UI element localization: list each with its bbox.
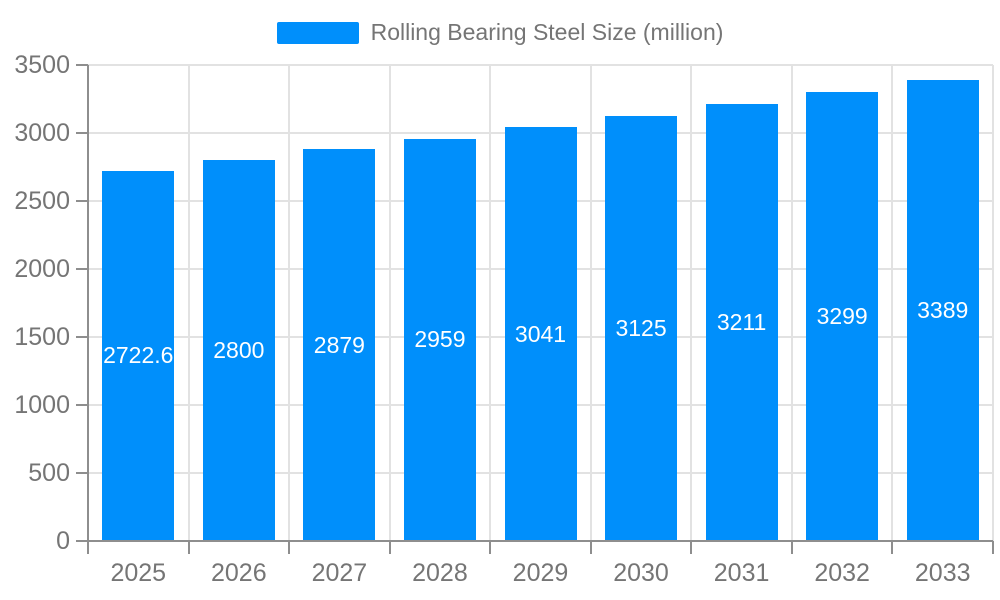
y-axis-tick — [76, 336, 88, 338]
y-axis-tick-label: 1500 — [14, 323, 70, 351]
v-gridline — [690, 65, 693, 541]
x-axis-tick-label: 2031 — [713, 559, 770, 587]
bar-2025[interactable]: 2722.6 — [102, 170, 175, 541]
y-axis-tick — [76, 200, 88, 202]
legend-swatch-icon — [276, 21, 359, 44]
x-axis-tick-label: 2030 — [613, 559, 669, 587]
v-gridline — [589, 65, 592, 541]
legend-label: Rolling Bearing Steel Size (million) — [370, 19, 724, 45]
v-gridline — [891, 65, 894, 541]
y-axis-tick — [76, 64, 88, 66]
bar-value-label: 2722.6 — [103, 342, 174, 369]
bar-value-label: 3389 — [917, 297, 969, 324]
plot-area: 0 500 1000 1500 2000 2500 3000 3500 2025 2026 2027… — [14, 51, 994, 587]
x-axis-tick — [790, 541, 793, 554]
x-axis-tick-label: 2032 — [814, 559, 870, 587]
x-axis-tick-label: 2026 — [211, 559, 267, 587]
y-axis-line — [87, 65, 89, 541]
bar-2031[interactable]: 3211 — [705, 104, 778, 541]
y-axis-tick — [76, 404, 88, 406]
x-axis-tick — [992, 541, 994, 554]
bar-2026[interactable]: 2800 — [202, 160, 275, 541]
x-axis-tick — [288, 541, 291, 554]
y-axis-tick-label: 0 — [56, 527, 70, 555]
y-axis-tick — [76, 268, 88, 270]
v-gridline — [489, 65, 492, 541]
y-axis-tick-label: 2500 — [14, 187, 70, 215]
y-axis-tick — [76, 132, 88, 134]
bar-value-label: 2959 — [414, 326, 466, 353]
bar-2027[interactable]: 2879 — [303, 149, 376, 541]
bar-value-label: 2879 — [313, 331, 365, 358]
x-axis-line — [85, 540, 993, 542]
bar-value-label: 3299 — [816, 303, 868, 330]
x-axis-tick — [690, 541, 693, 554]
v-gridline — [288, 65, 291, 541]
v-gridline — [187, 65, 190, 541]
x-axis-tick — [489, 541, 492, 554]
bar-value-label: 3041 — [514, 320, 567, 347]
y-axis-tick-label: 500 — [28, 459, 70, 487]
y-axis-tick — [76, 472, 88, 474]
legend-item[interactable]: Rolling Bearing Steel Size (million) — [0, 19, 1000, 46]
x-axis-tick-label: 2027 — [311, 559, 368, 587]
bar-value-label: 2800 — [213, 337, 265, 364]
y-axis-tick-label: 3500 — [14, 51, 70, 79]
x-axis-tick-label: 2029 — [512, 559, 569, 587]
y-axis-tick-label: 1000 — [14, 391, 70, 419]
x-axis-tick-label: 2033 — [914, 559, 971, 587]
bar-2029[interactable]: 3041 — [504, 127, 577, 541]
x-axis-tick — [87, 541, 89, 554]
y-axis-tick-label: 3000 — [14, 119, 70, 147]
h-gridline — [88, 64, 993, 66]
y-axis-tick — [76, 540, 88, 542]
bar-value-label: 3211 — [716, 309, 767, 336]
v-gridline — [790, 65, 793, 541]
x-axis-tick — [187, 541, 190, 554]
bar-2030[interactable]: 3125 — [605, 116, 678, 541]
v-gridline — [388, 65, 391, 541]
bar-2028[interactable]: 2959 — [403, 138, 476, 541]
x-axis-tick-label: 2025 — [110, 559, 167, 587]
bar-2033[interactable]: 3389 — [906, 80, 979, 541]
bar-value-label: 3125 — [615, 315, 667, 341]
bar-2032[interactable]: 3299 — [806, 92, 879, 541]
y-axis-tick-label: 2000 — [14, 255, 70, 283]
x-axis-tick — [589, 541, 592, 554]
v-gridline — [992, 65, 994, 541]
x-axis-tick — [388, 541, 391, 554]
x-axis-tick — [891, 541, 894, 554]
x-axis-tick-label: 2028 — [412, 559, 468, 587]
